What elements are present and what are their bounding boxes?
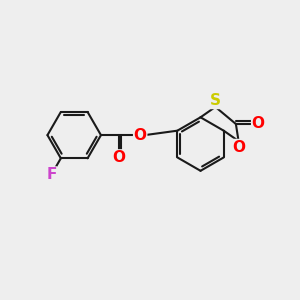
- Text: O: O: [232, 140, 245, 154]
- Text: S: S: [210, 94, 221, 109]
- Text: F: F: [46, 167, 57, 182]
- Text: O: O: [252, 116, 265, 131]
- Text: O: O: [134, 128, 147, 142]
- Text: O: O: [112, 150, 125, 165]
